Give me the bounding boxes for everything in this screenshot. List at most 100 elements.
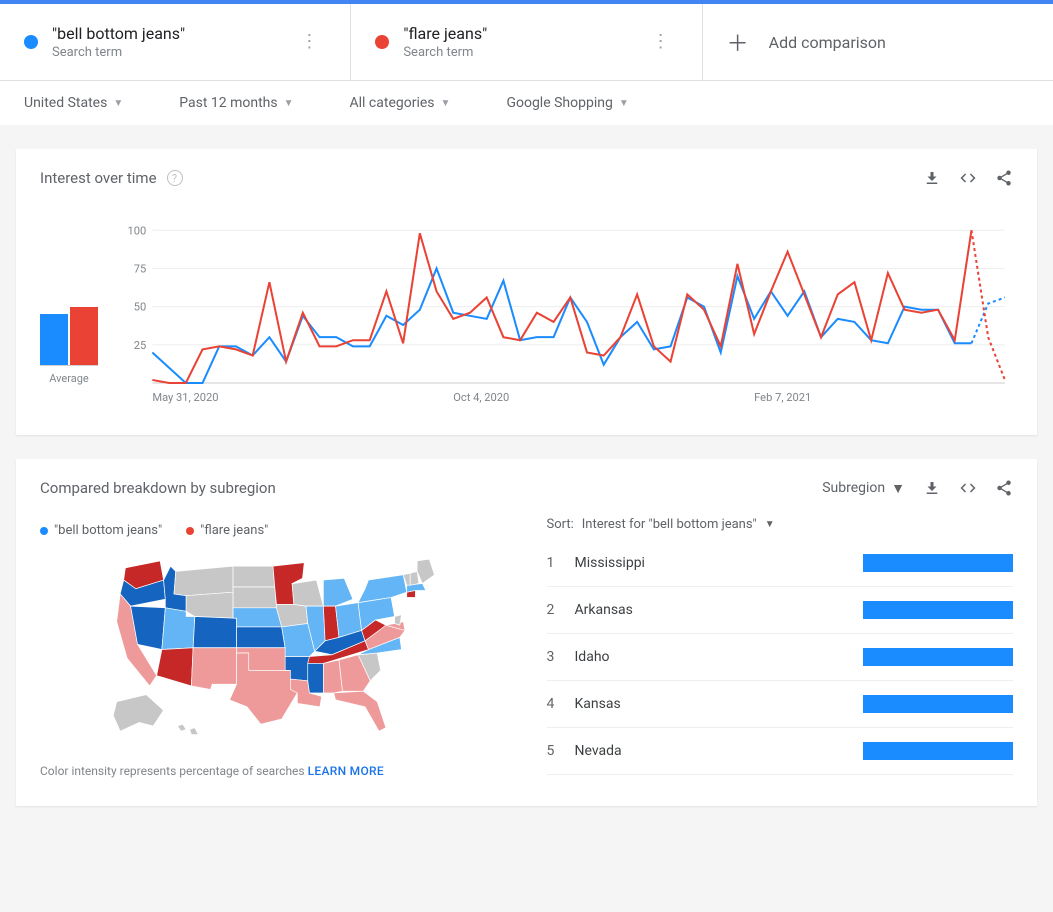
state-WY[interactable] <box>186 592 233 618</box>
term-cell-2[interactable]: "flare jeans" Search term ⋮ <box>351 4 702 80</box>
share-icon[interactable] <box>995 169 1013 187</box>
state-SD[interactable] <box>233 587 276 608</box>
rank-name: Nevada <box>575 743 864 759</box>
interest-over-time-panel: Interest over time ? Average 255075100Ma… <box>16 149 1037 435</box>
rank-name: Kansas <box>575 696 864 712</box>
filter-geo-label: United States <box>24 95 107 111</box>
rank-item[interactable]: 3Idaho <box>547 634 1014 681</box>
average-block: Average <box>40 285 98 407</box>
rank-item[interactable]: 5Nevada <box>547 728 1014 775</box>
avg-bar <box>70 307 98 365</box>
embed-icon[interactable] <box>959 479 977 497</box>
subregion-label: Subregion <box>822 480 885 496</box>
rank-number: 4 <box>547 696 575 712</box>
caret-icon: ▼ <box>113 98 123 109</box>
legend-item: "flare jeans" <box>186 523 268 538</box>
svg-text:May 31, 2020: May 31, 2020 <box>152 391 218 404</box>
filter-category[interactable]: All categories ▼ <box>350 95 451 111</box>
filter-time[interactable]: Past 12 months ▼ <box>179 95 293 111</box>
rank-item[interactable]: 1Mississippi <box>547 540 1014 587</box>
term-1-name: "bell bottom jeans" <box>52 24 185 43</box>
state-KS[interactable] <box>237 627 286 648</box>
svg-text:Feb 7, 2021: Feb 7, 2021 <box>754 391 811 404</box>
state-ND[interactable] <box>233 566 275 587</box>
filter-time-label: Past 12 months <box>179 95 277 111</box>
caret-icon: ▼ <box>891 480 905 497</box>
caret-icon: ▼ <box>284 98 294 109</box>
state-MI[interactable] <box>324 578 354 606</box>
rank-bar <box>863 742 1013 760</box>
help-icon[interactable]: ? <box>167 170 183 186</box>
sort-label: Sort: <box>547 517 574 532</box>
term-2-sub: Search term <box>403 45 487 60</box>
legend-item: "bell bottom jeans" <box>40 523 162 538</box>
average-label: Average <box>40 372 98 385</box>
state-WI[interactable] <box>292 580 323 606</box>
add-comparison-label: Add comparison <box>769 33 886 52</box>
plus-icon: ＋ <box>727 26 749 58</box>
breakdown-panel: Compared breakdown by subregion Subregio… <box>16 459 1037 806</box>
legend-dot <box>186 527 194 535</box>
filters-row: United States ▼ Past 12 months ▼ All cat… <box>0 81 1053 125</box>
rank-number: 2 <box>547 602 575 618</box>
add-comparison-button[interactable]: ＋ Add comparison <box>703 4 1053 80</box>
state-NE[interactable] <box>233 608 282 627</box>
avg-bar <box>40 314 68 365</box>
term-1-more-icon[interactable]: ⋮ <box>292 25 326 59</box>
interest-title: Interest over time <box>40 169 157 187</box>
download-icon[interactable] <box>923 479 941 497</box>
learn-more-link[interactable]: LEARN MORE <box>308 764 384 778</box>
rank-name: Arkansas <box>575 602 864 618</box>
filter-geo[interactable]: United States ▼ <box>24 95 123 111</box>
search-terms-row: "bell bottom jeans" Search term ⋮ "flare… <box>0 4 1053 81</box>
state-FL[interactable] <box>334 691 386 731</box>
state-AZ[interactable] <box>157 648 193 686</box>
subregion-selector[interactable]: Subregion ▼ <box>822 480 905 497</box>
timeseries-chart: 255075100May 31, 2020Oct 4, 2020Feb 7, 2… <box>122 207 1013 407</box>
state-CO[interactable] <box>193 617 236 648</box>
rank-bar <box>863 601 1013 619</box>
state-MT[interactable] <box>174 566 233 596</box>
state-NH[interactable] <box>410 571 419 585</box>
state-MS[interactable] <box>308 663 324 693</box>
footnote-text: Color intensity represents percentage of… <box>40 764 308 778</box>
svg-text:100: 100 <box>128 224 147 237</box>
footnote: Color intensity represents percentage of… <box>40 764 507 778</box>
state-AK[interactable] <box>113 695 163 731</box>
us-map[interactable] <box>108 554 438 736</box>
rank-item[interactable]: 2Arkansas <box>547 587 1014 634</box>
state-NM[interactable] <box>192 648 237 690</box>
svg-text:Oct 4, 2020: Oct 4, 2020 <box>453 391 509 404</box>
rank-bar <box>863 648 1013 666</box>
svg-text:50: 50 <box>134 301 146 314</box>
term-dot-2 <box>375 35 389 49</box>
rank-number: 5 <box>547 743 575 759</box>
term-1-sub: Search term <box>52 45 185 60</box>
state-IA[interactable] <box>277 604 308 627</box>
map-legend: "bell bottom jeans" "flare jeans" <box>40 523 507 538</box>
breakdown-title: Compared breakdown by subregion <box>40 479 276 497</box>
term-cell-1[interactable]: "bell bottom jeans" Search term ⋮ <box>0 4 351 80</box>
rank-item[interactable]: 4Kansas <box>547 681 1014 728</box>
state-HI[interactable] <box>178 724 199 734</box>
sort-selector[interactable]: Sort: Interest for "bell bottom jeans" ▼ <box>547 517 1014 532</box>
state-UT[interactable] <box>162 608 195 650</box>
filter-property[interactable]: Google Shopping ▼ <box>506 95 628 111</box>
caret-icon: ▼ <box>619 98 629 109</box>
rank-number: 1 <box>547 555 575 571</box>
legend-dot <box>40 527 48 535</box>
caret-icon: ▼ <box>765 519 775 530</box>
rank-bar <box>863 695 1013 713</box>
rank-name: Idaho <box>575 649 864 665</box>
share-icon[interactable] <box>995 479 1013 497</box>
download-icon[interactable] <box>923 169 941 187</box>
rank-bar <box>863 554 1013 572</box>
svg-text:25: 25 <box>134 339 146 352</box>
state-ME[interactable] <box>417 559 434 583</box>
filter-property-label: Google Shopping <box>506 95 612 111</box>
term-2-more-icon[interactable]: ⋮ <box>644 25 678 59</box>
state-NY[interactable] <box>358 575 407 603</box>
embed-icon[interactable] <box>959 169 977 187</box>
filter-category-label: All categories <box>350 95 435 111</box>
rank-name: Mississippi <box>575 555 864 571</box>
